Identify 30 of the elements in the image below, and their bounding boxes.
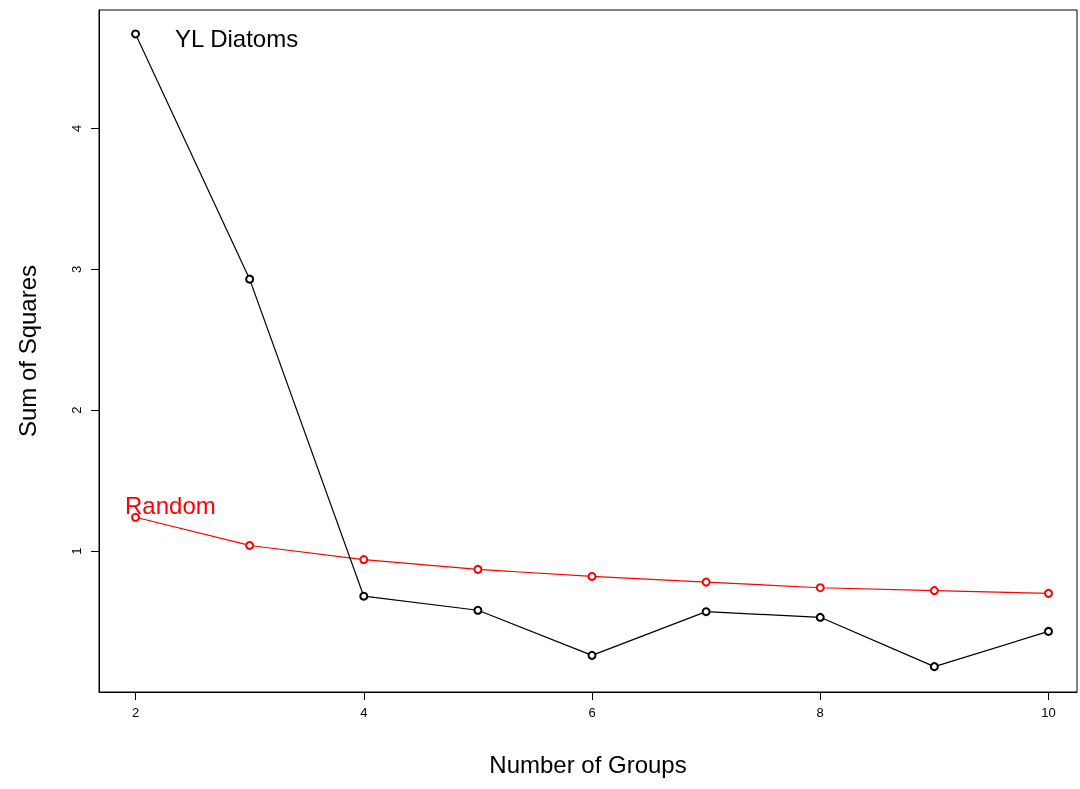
y-tick-label: 2 xyxy=(69,406,84,414)
y-tick-label: 3 xyxy=(69,265,84,273)
point xyxy=(1043,588,1053,598)
point xyxy=(701,577,711,587)
point xyxy=(587,571,597,581)
x-tick-label: 8 xyxy=(816,705,824,720)
y-axis-title: Sum of Squares xyxy=(13,264,41,438)
point xyxy=(815,583,825,593)
point xyxy=(359,555,369,565)
series-label: Random xyxy=(125,491,216,519)
point xyxy=(701,607,711,617)
x-axis-title: Number of Groups xyxy=(489,750,687,778)
y-tick-label: 4 xyxy=(69,124,84,132)
point xyxy=(815,612,825,622)
point xyxy=(929,662,939,672)
point xyxy=(587,650,597,660)
point xyxy=(245,540,255,550)
point xyxy=(473,564,483,574)
point xyxy=(245,274,255,284)
x-tick-label: 2 xyxy=(131,705,140,720)
x-tick-label: 4 xyxy=(360,705,368,720)
point xyxy=(1043,626,1053,636)
point xyxy=(131,29,141,39)
y-tick-label: 1 xyxy=(69,547,84,555)
x-tick-label: 6 xyxy=(588,705,596,720)
point xyxy=(359,591,369,601)
point xyxy=(929,586,939,596)
series-label: YL Diatoms xyxy=(175,25,299,53)
x-tick-label: 10 xyxy=(1041,705,1056,720)
point xyxy=(473,605,483,615)
